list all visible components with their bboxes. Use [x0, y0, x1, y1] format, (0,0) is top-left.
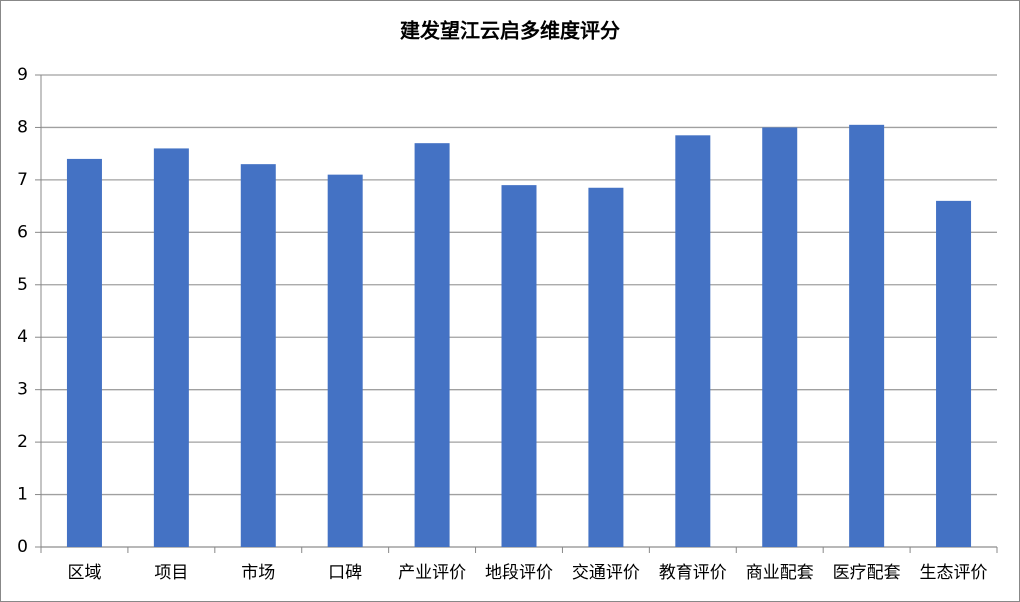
x-tick-label: 教育评价 — [659, 563, 727, 583]
x-tick-label: 商业配套 — [746, 563, 814, 583]
bar — [240, 164, 276, 547]
y-tick-label: 9 — [17, 65, 28, 85]
bar — [327, 174, 363, 547]
y-tick-label: 8 — [17, 117, 28, 137]
y-tick-label: 1 — [17, 485, 28, 505]
bar — [849, 124, 885, 548]
y-tick-label: 2 — [17, 432, 28, 452]
bar — [414, 143, 450, 547]
bar — [675, 135, 711, 548]
y-tick-label: 5 — [17, 275, 28, 295]
bar — [66, 158, 102, 547]
x-tick-label: 医疗配套 — [833, 563, 901, 583]
x-tick-label: 口碑 — [328, 563, 362, 583]
bar — [762, 127, 798, 547]
bar — [588, 187, 624, 547]
bar — [153, 148, 189, 547]
chart-title: 建发望江云启多维度评分 — [400, 19, 620, 43]
y-tick-label: 0 — [17, 537, 28, 557]
x-tick-label: 市场 — [241, 563, 275, 583]
y-tick-label: 4 — [17, 327, 28, 347]
y-tick-label: 3 — [17, 380, 28, 400]
x-tick-label: 地段评价 — [485, 563, 553, 583]
x-tick-label: 项目 — [154, 563, 188, 583]
x-tick-label: 交通评价 — [572, 563, 640, 583]
y-tick-label: 7 — [17, 170, 28, 190]
x-tick-label: 产业评价 — [398, 563, 466, 583]
x-tick-label: 区域 — [67, 563, 101, 583]
x-tick-label: 生态评价 — [920, 563, 988, 583]
bar — [936, 200, 972, 547]
bar — [501, 185, 537, 547]
y-tick-label: 6 — [17, 222, 28, 242]
